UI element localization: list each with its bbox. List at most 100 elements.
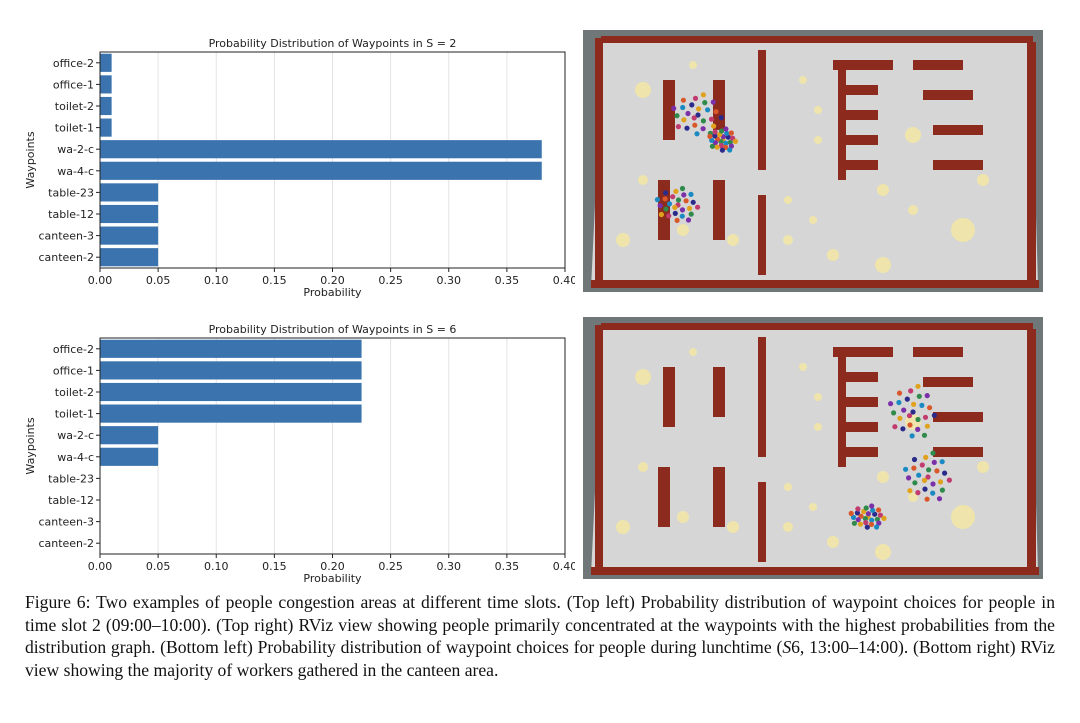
person-marker xyxy=(931,459,937,465)
person-marker xyxy=(679,207,686,213)
plot-frame xyxy=(99,337,566,555)
x-tick-label: 0.15 xyxy=(262,560,287,573)
bar-toilet-1 xyxy=(100,118,112,137)
x-tick-label: 0.10 xyxy=(204,274,229,287)
person-marker xyxy=(930,481,936,487)
x-tick-label: 0.20 xyxy=(320,560,345,573)
person-marker xyxy=(680,97,686,103)
waypoint-marker xyxy=(677,224,689,236)
x-tick-label: 0.10 xyxy=(204,560,229,573)
interior-wall xyxy=(658,467,670,527)
person-marker xyxy=(923,454,929,460)
interior-wall xyxy=(923,377,973,387)
waypoint-marker xyxy=(814,423,822,431)
outer-wall xyxy=(591,567,1039,575)
person-marker xyxy=(850,514,857,520)
waypoint-marker xyxy=(875,257,891,273)
y-axis-label: Waypoints xyxy=(24,417,37,474)
person-marker xyxy=(732,138,739,144)
interior-wall xyxy=(923,90,973,100)
person-marker xyxy=(942,470,948,476)
person-marker xyxy=(855,517,861,523)
bar-canteen-3 xyxy=(100,226,159,245)
x-tick-label: 0.20 xyxy=(320,274,345,287)
outer-wall xyxy=(601,323,1033,330)
waypoint-marker xyxy=(908,205,918,215)
waypoint-marker xyxy=(977,174,989,186)
waypoint-marker xyxy=(799,363,807,371)
person-marker xyxy=(910,409,916,415)
interior-wall xyxy=(933,412,983,422)
bar-table-12 xyxy=(100,204,159,224)
person-marker xyxy=(674,217,680,223)
y-tick-label: office-2 xyxy=(53,57,94,70)
y-tick-label: wa-2-c xyxy=(57,429,94,442)
person-marker xyxy=(927,405,933,411)
waypoint-marker xyxy=(809,216,817,224)
y-tick-label: toilet-2 xyxy=(55,386,94,399)
person-marker xyxy=(713,109,719,115)
person-marker xyxy=(863,520,869,526)
person-marker xyxy=(881,515,887,521)
person-marker xyxy=(906,475,912,481)
person-marker xyxy=(857,521,863,527)
person-marker xyxy=(863,505,869,511)
interior-wall xyxy=(933,160,983,170)
person-marker xyxy=(688,211,694,217)
person-marker xyxy=(922,486,928,492)
person-marker xyxy=(723,126,729,132)
x-tick-label: 0.30 xyxy=(437,274,462,287)
person-marker xyxy=(663,206,669,212)
waypoint-marker xyxy=(784,196,792,204)
interior-wall xyxy=(838,135,878,145)
person-marker xyxy=(946,477,952,483)
outer-wall xyxy=(595,325,603,573)
x-tick-label: 0.05 xyxy=(146,274,171,287)
waypoint-marker xyxy=(809,503,817,511)
person-marker xyxy=(900,426,906,432)
person-marker xyxy=(711,123,717,129)
person-marker xyxy=(864,524,870,530)
person-marker xyxy=(924,496,930,502)
person-marker xyxy=(686,205,693,211)
interior-wall xyxy=(713,467,725,527)
bar-wa-2-c xyxy=(100,426,159,445)
person-marker xyxy=(896,390,903,396)
bar-toilet-1 xyxy=(100,404,362,423)
person-marker xyxy=(851,520,857,526)
person-marker xyxy=(924,423,930,429)
waypoint-marker xyxy=(616,520,630,534)
waypoint-marker xyxy=(638,175,648,185)
person-marker xyxy=(855,506,861,512)
y-tick-label: office-2 xyxy=(53,343,94,356)
person-marker xyxy=(689,102,695,108)
interior-wall xyxy=(758,195,766,275)
y-tick-label: wa-4-c xyxy=(57,451,94,464)
person-marker xyxy=(939,459,945,465)
person-marker xyxy=(663,190,669,196)
waypoint-marker xyxy=(877,471,889,483)
interior-wall xyxy=(913,347,963,357)
outer-wall xyxy=(595,38,603,286)
y-tick-label: table-12 xyxy=(48,208,94,221)
y-tick-label: toilet-1 xyxy=(55,122,94,135)
rviz-top-svg xyxy=(591,36,1039,288)
waypoint-marker xyxy=(908,492,918,502)
person-marker xyxy=(670,194,676,200)
person-marker xyxy=(705,107,711,113)
y-tick-label: toilet-1 xyxy=(55,408,94,421)
person-marker xyxy=(680,104,686,111)
person-marker xyxy=(924,393,930,399)
interior-wall xyxy=(933,125,983,135)
interior-wall xyxy=(838,347,846,467)
outer-wall xyxy=(1027,329,1036,573)
person-marker xyxy=(939,487,945,493)
person-marker xyxy=(718,143,724,149)
x-tick-label: 0.25 xyxy=(378,560,403,573)
x-tick-label: 0.00 xyxy=(88,560,113,573)
chart-title: Probability Distribution of Waypoints in… xyxy=(209,37,457,50)
y-tick-label: office-1 xyxy=(53,78,94,91)
person-marker xyxy=(700,92,706,98)
waypoint-marker xyxy=(635,369,651,385)
waypoint-marker xyxy=(877,184,889,196)
